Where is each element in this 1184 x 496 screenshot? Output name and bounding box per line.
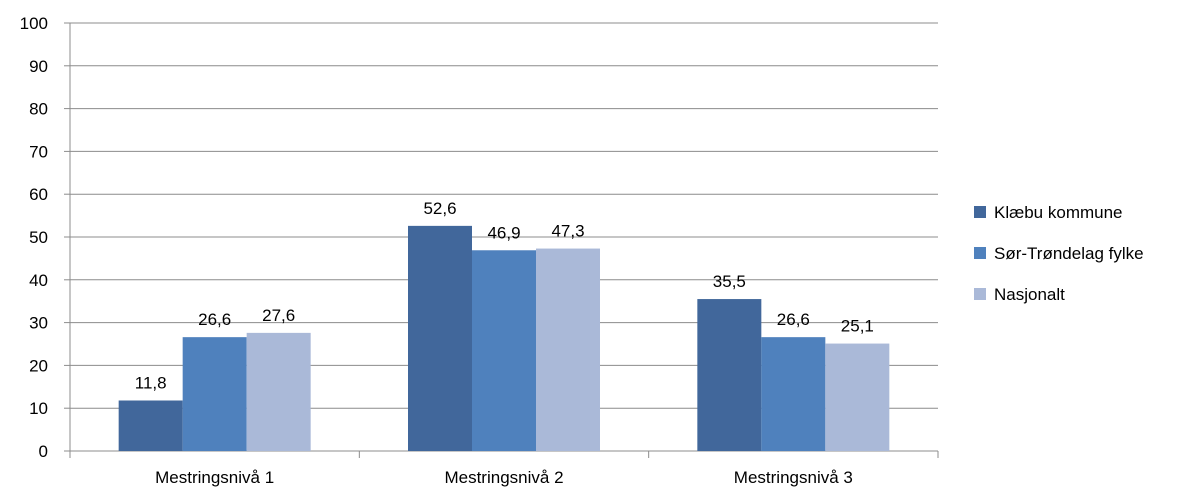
data-label: 47,3: [551, 222, 584, 241]
y-tick-label: 70: [29, 142, 48, 161]
legend-swatch: [974, 247, 986, 259]
legend-swatch: [974, 288, 986, 300]
legend-label: Klæbu kommune: [994, 203, 1123, 222]
bars: [118, 225, 890, 451]
x-category-label: Mestringsnivå 1: [155, 468, 274, 487]
bar: [182, 337, 247, 451]
y-tick-label: 100: [20, 14, 48, 33]
y-tick-label: 0: [39, 442, 48, 461]
data-label: 46,9: [487, 223, 520, 242]
y-tick-label: 80: [29, 100, 48, 119]
data-label: 27,6: [262, 306, 295, 325]
legend: Klæbu kommune Sør-Trøndelag fylke Nasjonal…: [974, 203, 1144, 304]
data-label: 25,1: [841, 317, 874, 336]
y-tick-label: 50: [29, 228, 48, 247]
legend-label: Sør-Trøndelag fylke: [994, 244, 1144, 263]
data-label: 26,6: [777, 310, 810, 329]
y-tick-label: 60: [29, 185, 48, 204]
data-label: 52,6: [423, 199, 456, 218]
bar: [825, 343, 890, 451]
bar: [536, 248, 600, 451]
bar: [761, 337, 826, 451]
data-label: 26,6: [198, 310, 231, 329]
data-label: 35,5: [713, 272, 746, 291]
bar: [472, 250, 536, 451]
y-tick-label: 90: [29, 57, 48, 76]
y-tick-label: 40: [29, 271, 48, 290]
bar: [697, 299, 762, 451]
bar: [118, 400, 183, 451]
axes: 0 10 20 30 40 50 60 70 80 90 100 Mestringsnivå 1 Mes…: [20, 14, 939, 487]
bar: [246, 332, 311, 451]
x-category-label: Mestringsnivå 3: [734, 468, 853, 487]
legend-label: Nasjonalt: [994, 285, 1065, 304]
x-category-label: Mestringsnivå 2: [444, 468, 563, 487]
y-tick-label: 20: [29, 356, 48, 375]
bar: [408, 225, 472, 451]
y-tick-label: 30: [29, 314, 48, 333]
y-tick-label: 10: [29, 399, 48, 418]
legend-swatch: [974, 206, 986, 218]
data-label: 11,8: [135, 373, 167, 392]
data-labels: 11,8 26,6 27,6 52,6 46,9 47,3 35,5 26,6 25,1: [135, 199, 874, 393]
